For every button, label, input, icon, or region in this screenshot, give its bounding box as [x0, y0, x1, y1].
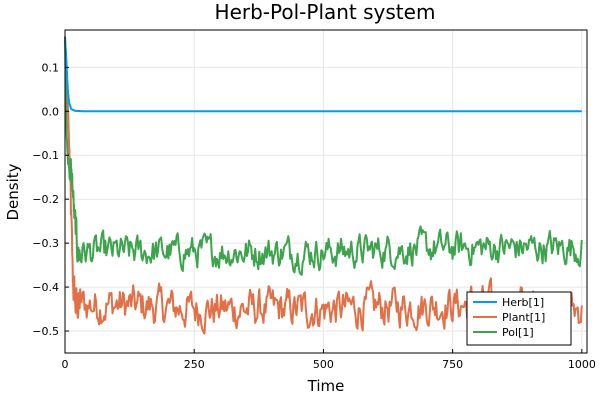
legend-label: Pol[1]	[502, 326, 534, 339]
legend-label: Herb[1]	[502, 296, 544, 309]
legend-box	[466, 291, 572, 346]
legend-label: Plant[1]	[502, 311, 545, 324]
y-tick-label: 0.0	[42, 105, 60, 118]
y-tick-label: −0.1	[32, 149, 59, 162]
x-tick-label: 1000	[568, 358, 596, 371]
series-line-3	[64, 36, 583, 276]
series-line-1	[64, 40, 582, 113]
chart-title: Herb-Pol-Plant system	[215, 0, 436, 24]
x-tick-label: 250	[184, 358, 205, 371]
y-tick-label: −0.3	[32, 237, 59, 250]
plot-frame	[64, 29, 588, 354]
y-axis: 0.1 0.0 −0.1 −0.2 −0.3 −0.4 −0.5	[32, 61, 69, 338]
y-tick-label: −0.4	[32, 281, 59, 294]
x-axis: 0 250 500 750 1000	[62, 349, 596, 371]
legend: Herb[1] Plant[1] Pol[1]	[466, 291, 572, 346]
y-tick-label: −0.2	[32, 193, 59, 206]
x-tick-label: 750	[442, 358, 463, 371]
y-tick-label: 0.1	[42, 61, 60, 74]
x-tick-label: 0	[62, 358, 69, 371]
y-axis-title: Density	[4, 163, 22, 220]
x-tick-label: 500	[313, 358, 334, 371]
y-tick-label: −0.5	[32, 325, 59, 338]
x-axis-title: Time	[307, 377, 345, 395]
